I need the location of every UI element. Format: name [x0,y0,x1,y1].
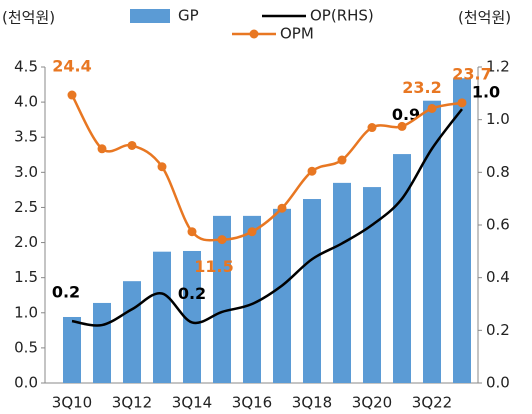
bar [333,182,351,383]
y2-unit-label: (천억원) [458,9,511,27]
line [71,108,463,327]
bar [393,154,411,383]
legend-label: GP [178,7,199,25]
x-tick-label: 3Q10 [52,394,92,412]
marker [217,235,227,245]
bar [93,302,111,383]
legend-swatch [130,9,170,23]
marker [157,162,167,172]
y-tick-label: 2.0 [14,233,38,251]
y-tick-label: 0.0 [14,374,38,392]
y2-tick-label: 0.2 [486,321,510,339]
x-tick-label: 3Q20 [352,394,392,412]
value-label: 1.0 [472,83,500,102]
marker [457,98,467,108]
value-label: 0.2 [52,283,80,302]
y2-tick-label: 1.2 [486,58,510,76]
y-tick-label: 3.0 [14,163,38,181]
y-tick-label: 1.5 [14,268,38,286]
x-tick-label: 3Q18 [292,394,332,412]
x-tick-label: 3Q12 [112,394,152,412]
marker [127,140,137,150]
marker [97,144,107,154]
value-label: 0.2 [178,284,206,303]
marker [427,103,437,113]
value-label: 23.7 [452,64,491,83]
y-tick-label: 4.0 [14,93,38,111]
value-label: 23.2 [402,78,441,97]
marker [277,203,287,213]
bar [363,187,381,383]
marker [67,90,77,100]
marker [337,155,347,165]
y2-tick-label: 0.8 [486,163,510,181]
marker [367,123,377,133]
bar [453,78,471,383]
bar [123,281,141,383]
value-label: 24.4 [52,57,91,76]
y2-tick-label: 0.6 [486,216,510,234]
bar [423,100,441,383]
marker [187,227,197,237]
y2-tick-label: 1.0 [486,110,510,128]
marker [247,227,257,237]
bar [63,316,81,383]
y-tick-label: 0.5 [14,338,38,356]
y-tick-label: 3.5 [14,128,38,146]
y-tick-label: 4.5 [14,58,38,76]
marker [307,166,317,176]
value-label: 11.5 [194,257,233,276]
legend-marker [249,29,259,39]
y-unit-label: (천억원) [2,9,55,27]
x-tick-label: 3Q14 [172,394,212,412]
bar [153,251,171,383]
y-tick-label: 1.0 [14,303,38,321]
legend-label: OP(RHS) [310,7,374,25]
legend-label: OPM [280,25,314,43]
y2-tick-label: 0.0 [486,374,510,392]
bar [183,250,201,383]
x-tick-label: 3Q22 [412,394,452,412]
y2-tick-label: 0.4 [486,268,510,286]
y-tick-label: 2.5 [14,198,38,216]
bar [243,215,261,383]
bar [273,208,291,383]
bar [303,199,321,383]
marker [397,121,407,131]
x-tick-label: 3Q16 [232,394,272,412]
bar [213,215,231,383]
value-label: 0.9 [392,105,420,124]
